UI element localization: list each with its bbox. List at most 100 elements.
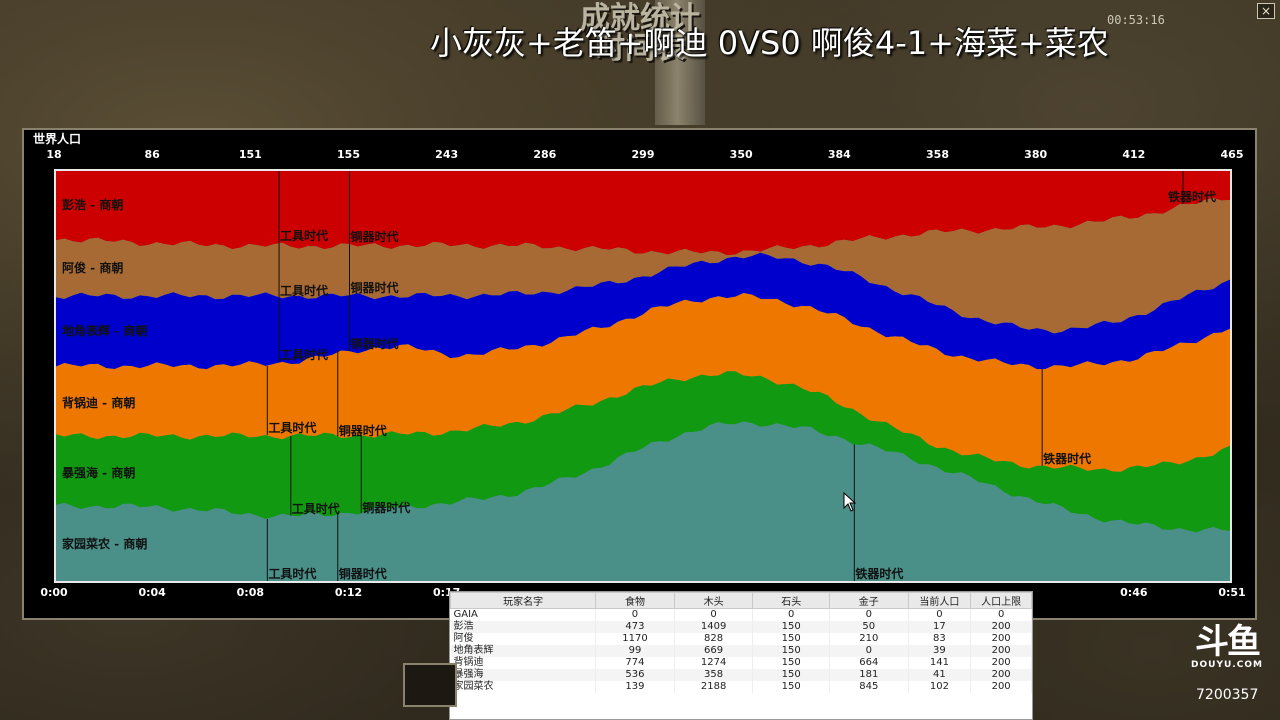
population-tick: 299 bbox=[631, 148, 655, 161]
age-label: 铜器时代 bbox=[350, 337, 399, 352]
age-label: 工具时代 bbox=[268, 421, 317, 435]
population-tick: 155 bbox=[337, 148, 360, 161]
age-label: 工具时代 bbox=[268, 567, 317, 581]
stat-cell: 200 bbox=[970, 645, 1032, 657]
population-tick: 350 bbox=[729, 148, 753, 161]
age-label: 铁器时代 bbox=[855, 567, 904, 581]
stone-pillar bbox=[655, 0, 705, 125]
stat-cell: 669 bbox=[674, 645, 754, 657]
stat-cell: 210 bbox=[829, 633, 909, 645]
stat-cell: 39 bbox=[908, 645, 972, 657]
stat-cell: 181 bbox=[829, 669, 909, 681]
stat-cell: 150 bbox=[752, 669, 830, 681]
chart-title: 世界人口 bbox=[33, 132, 82, 146]
player-name-cell: 阿俊 bbox=[450, 633, 597, 645]
game-timer: 00:53:16 bbox=[1107, 13, 1165, 27]
match-title-overlay: 小灰灰+老笛+啊迪 0VS0 啊俊4-1+海菜+菜农 bbox=[430, 24, 1109, 62]
age-label: 铜器时代 bbox=[338, 567, 387, 581]
player-label: 家园菜农 - 商朝 bbox=[62, 537, 148, 552]
stats-header: 人口上限 bbox=[970, 592, 1032, 609]
player-name-cell: 暴强海 bbox=[450, 669, 597, 681]
age-label: 铁器时代 bbox=[1043, 451, 1092, 466]
stat-cell: 774 bbox=[595, 657, 675, 669]
player-name-cell: GAIA bbox=[450, 608, 597, 621]
player-name-cell: 家园菜农 bbox=[450, 681, 597, 693]
stat-cell: 1274 bbox=[674, 657, 754, 669]
stat-cell: 200 bbox=[970, 657, 1032, 669]
stats-header: 食物 bbox=[595, 592, 675, 609]
logo-mark: 斗鱼 bbox=[1195, 622, 1261, 662]
stat-cell: 102 bbox=[908, 681, 972, 693]
population-tick: 86 bbox=[144, 148, 160, 161]
stats-row: 地角表辉 99 669 150 0 39 200 bbox=[450, 645, 1032, 657]
stat-cell: 0 bbox=[829, 608, 909, 621]
screen-title-line: 成就统计 bbox=[580, 1, 700, 36]
stat-cell: 1409 bbox=[674, 621, 754, 633]
stat-cell: 150 bbox=[752, 621, 830, 633]
stat-cell: 200 bbox=[970, 633, 1032, 645]
stat-cell: 17 bbox=[908, 621, 972, 633]
stat-cell: 41 bbox=[908, 669, 972, 681]
age-label: 铜器时代 bbox=[350, 281, 399, 296]
player-stats-table: 玩家名字 食物 木头 石头 金子 当前人口 人口上限 GAIA 0 0 0 0 0 0 彭浩 473 1409… bbox=[449, 591, 1033, 720]
menu-frame[interactable] bbox=[403, 663, 457, 707]
stat-cell: 200 bbox=[970, 681, 1032, 693]
close-button[interactable]: × bbox=[1257, 3, 1275, 19]
room-id: 7200357 bbox=[1196, 687, 1259, 703]
stat-cell: 150 bbox=[752, 633, 830, 645]
stat-cell: 0 bbox=[970, 608, 1032, 621]
stat-cell: 828 bbox=[674, 633, 754, 645]
stat-cell: 0 bbox=[595, 608, 675, 621]
screen-title: 成就统计 时间表 bbox=[540, 4, 740, 64]
series-area-3 bbox=[56, 293, 1230, 472]
player-name-cell: 背锅迪 bbox=[450, 657, 597, 669]
logo-subtitle: DOUYU.COM bbox=[1191, 660, 1263, 670]
stats-header: 金子 bbox=[829, 592, 909, 609]
age-label: 铁器时代 bbox=[1168, 190, 1217, 205]
stat-cell: 0 bbox=[908, 608, 972, 621]
stat-cell: 0 bbox=[829, 645, 909, 657]
stat-cell: 845 bbox=[829, 681, 909, 693]
player-label: 阿俊 - 商朝 bbox=[62, 261, 124, 276]
stat-cell: 150 bbox=[752, 657, 830, 669]
stats-header: 玩家名字 bbox=[450, 592, 597, 609]
stats-row: 彭浩 473 1409 150 50 17 200 bbox=[450, 621, 1032, 633]
time-tick: 0:12 bbox=[334, 586, 363, 599]
population-tick: 384 bbox=[827, 148, 851, 161]
population-labels: 18 86 151 155 243 286 299 350 384 358 380 412 465 bbox=[24, 148, 1255, 162]
population-tick: 412 bbox=[1122, 148, 1146, 161]
population-tick: 358 bbox=[926, 148, 949, 161]
screen-title-line: 时间表 bbox=[595, 31, 685, 66]
stat-cell: 358 bbox=[674, 669, 754, 681]
stat-cell: 200 bbox=[970, 621, 1032, 633]
mouse-cursor-icon bbox=[843, 492, 857, 512]
stat-cell: 2188 bbox=[674, 681, 754, 693]
stacked-area-chart bbox=[56, 171, 1230, 581]
stat-cell: 0 bbox=[674, 608, 754, 621]
stat-cell: 141 bbox=[908, 657, 972, 669]
population-chart[interactable]: 彭浩 - 商朝 工具时代 铜器时代 铁器时代 阿俊 - 商朝 工具时代 铜器时代 地角表辉 -… bbox=[54, 169, 1232, 583]
player-label: 地角表辉 - 商朝 bbox=[62, 324, 148, 339]
stats-row: 暴强海 536 358 150 181 41 200 bbox=[450, 669, 1032, 681]
stat-cell: 473 bbox=[595, 621, 675, 633]
stats-header: 木头 bbox=[673, 592, 754, 609]
stats-row: GAIA 0 0 0 0 0 0 bbox=[450, 608, 1032, 621]
stats-row: 家园菜农 139 2188 150 845 102 200 bbox=[450, 681, 1032, 693]
age-label: 工具时代 bbox=[280, 284, 329, 299]
stats-row: 阿俊 1170 828 150 210 83 200 bbox=[450, 633, 1032, 645]
time-tick: 0:46 bbox=[1120, 586, 1148, 599]
population-tick: 286 bbox=[533, 148, 557, 161]
stats-header: 石头 bbox=[752, 592, 830, 609]
player-label: 彭浩 - 商朝 bbox=[62, 198, 124, 213]
time-tick: 0:51 bbox=[1218, 586, 1246, 599]
age-label: 工具时代 bbox=[291, 501, 340, 516]
time-tick: 0:04 bbox=[138, 586, 166, 599]
stat-cell: 664 bbox=[829, 657, 909, 669]
stat-cell: 99 bbox=[595, 645, 675, 657]
age-label: 铜器时代 bbox=[362, 500, 411, 515]
population-tick: 18 bbox=[46, 148, 62, 161]
timeline-panel: 世界人口 18 86 151 155 243 286 299 350 384 358 380 412 4… bbox=[22, 128, 1257, 620]
player-label: 暴强海 - 商朝 bbox=[62, 466, 136, 481]
age-label: 铜器时代 bbox=[350, 230, 399, 245]
series-area-1 bbox=[56, 198, 1230, 334]
